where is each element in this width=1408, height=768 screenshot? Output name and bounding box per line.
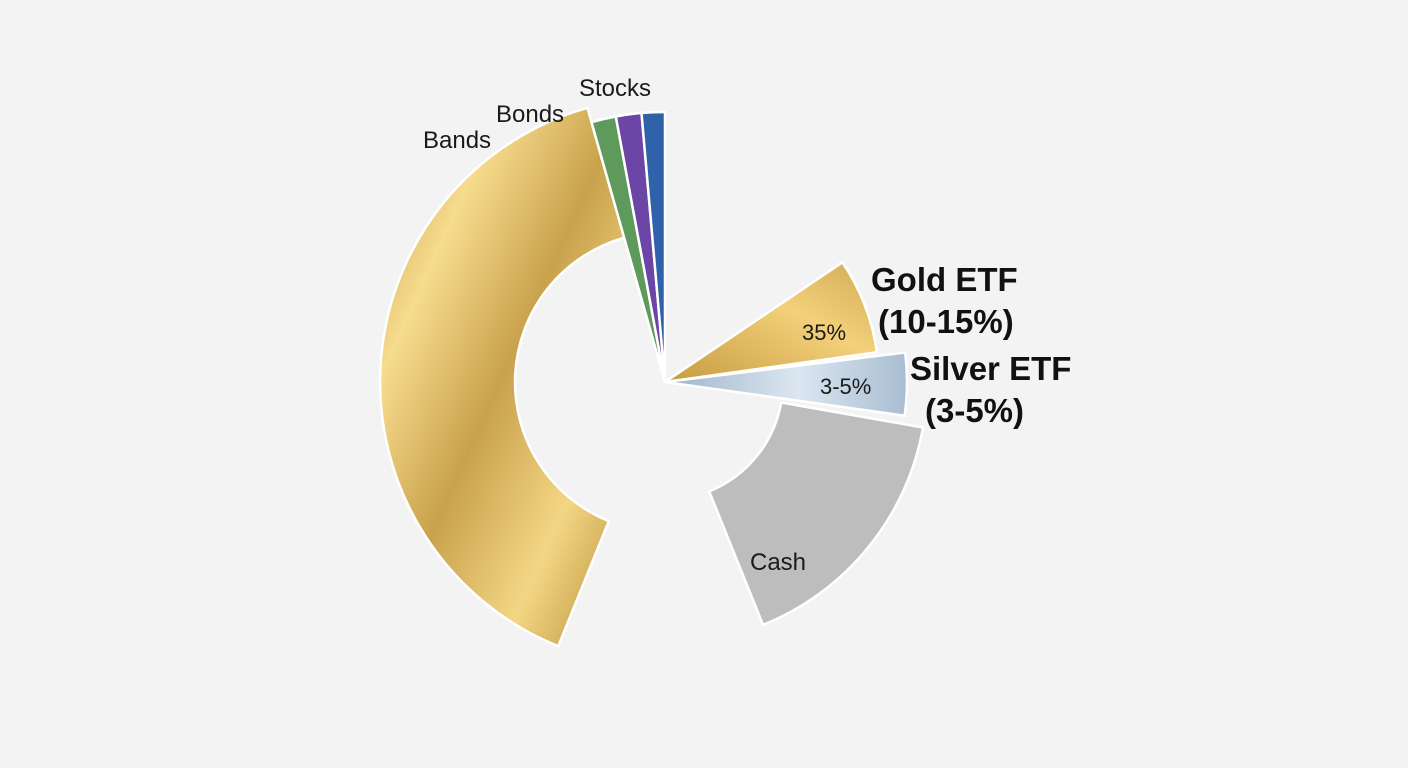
slice-cash — [707, 401, 925, 627]
gold-etf-value-label: 35% — [802, 320, 846, 345]
gold-etf-range: (10-15%) — [878, 303, 1014, 340]
slice-label-stocks: Stocks — [579, 75, 651, 102]
slice-silver-etf — [663, 351, 909, 417]
slice-bands — [378, 106, 626, 648]
silver-etf-label: Silver ETF — [910, 350, 1071, 387]
slice-label-bands: Bands — [423, 127, 491, 154]
silver-etf-range: (3-5%) — [925, 392, 1024, 429]
slice-label-cash: Cash — [750, 549, 806, 576]
gold-etf-label: Gold ETF — [871, 261, 1018, 298]
slice-label-bonds: Bonds — [496, 101, 564, 128]
slice-gold-etf — [663, 261, 879, 384]
silver-etf-value-label: 3-5% — [820, 374, 871, 399]
slice-fourth — [640, 110, 667, 384]
